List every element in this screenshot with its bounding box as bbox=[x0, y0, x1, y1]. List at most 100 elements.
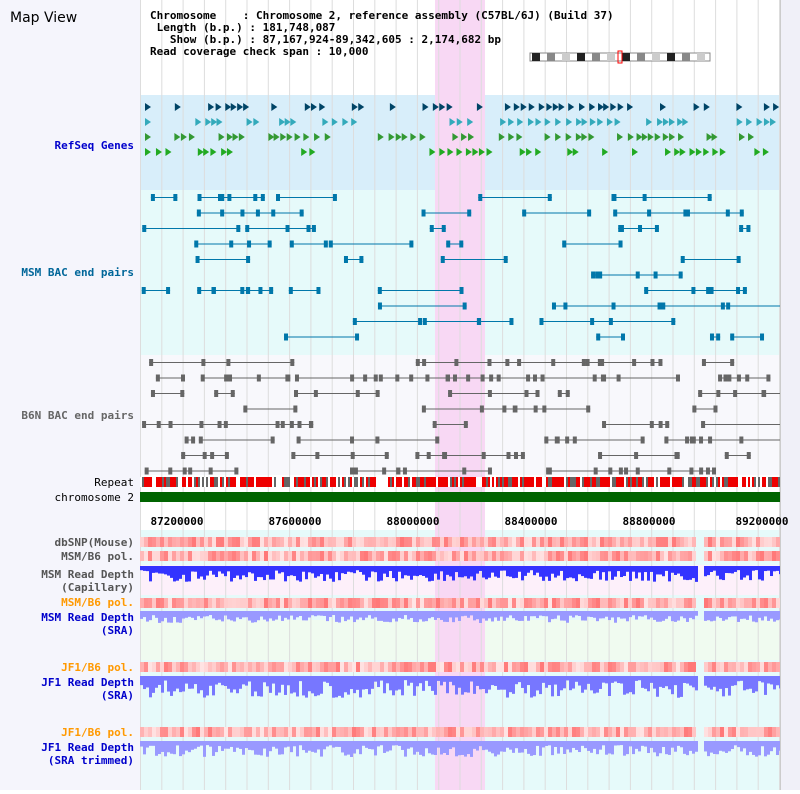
snp-density-cell bbox=[196, 662, 200, 672]
read-depth-bar bbox=[266, 741, 269, 757]
snp-density-cell bbox=[184, 598, 188, 608]
snp-density-cell bbox=[492, 551, 496, 561]
gene-mark bbox=[762, 148, 769, 156]
read-depth-bar bbox=[260, 611, 263, 617]
gene-mark bbox=[579, 103, 586, 111]
map-canvas[interactable] bbox=[140, 0, 800, 790]
read-depth-bar bbox=[341, 566, 344, 574]
snp-density-cell bbox=[548, 598, 552, 608]
snp-density-cell bbox=[208, 598, 212, 608]
snp-density-cell bbox=[404, 551, 408, 561]
bac-pair-line bbox=[352, 321, 423, 322]
read-depth-bar bbox=[485, 611, 488, 621]
gene-mark bbox=[627, 133, 634, 141]
read-depth-bar bbox=[407, 741, 410, 749]
bac-pair-line bbox=[201, 362, 295, 363]
snp-density-cell bbox=[216, 598, 220, 608]
snp-density-cell bbox=[276, 662, 280, 672]
read-depth-bar bbox=[566, 676, 569, 681]
read-depth-bar bbox=[662, 566, 665, 577]
read-depth-bar bbox=[233, 676, 236, 690]
snp-density-cell bbox=[728, 727, 732, 737]
snp-density-cell bbox=[416, 551, 420, 561]
read-depth-bar bbox=[146, 741, 149, 748]
snp-density-cell bbox=[560, 662, 564, 672]
snp-density-cell bbox=[508, 662, 512, 672]
read-depth-bar bbox=[203, 566, 206, 580]
read-depth-bar bbox=[635, 676, 638, 681]
read-depth-bar bbox=[458, 741, 461, 756]
snp-density-cell bbox=[484, 598, 488, 608]
read-depth-bar bbox=[413, 566, 416, 576]
snp-density-cell bbox=[612, 551, 616, 561]
read-depth-bar bbox=[257, 611, 260, 621]
read-depth-bar bbox=[764, 741, 767, 757]
scrollbar[interactable] bbox=[780, 0, 800, 790]
read-depth-bar bbox=[185, 611, 188, 618]
read-depth-bar bbox=[296, 566, 299, 581]
read-depth-bar bbox=[461, 676, 464, 695]
read-depth-bar bbox=[614, 611, 617, 623]
snp-density-cell bbox=[540, 551, 544, 561]
grid-line bbox=[608, 0, 610, 790]
gene-mark bbox=[215, 103, 222, 111]
read-depth-bar bbox=[227, 611, 230, 620]
snp-density-cell bbox=[256, 727, 260, 737]
read-depth-bar bbox=[599, 611, 602, 619]
bac-pair-line bbox=[141, 290, 171, 291]
snp-density-cell bbox=[400, 537, 404, 547]
snp-density-cell bbox=[628, 551, 632, 561]
read-depth-bar bbox=[572, 566, 575, 579]
gene-mark bbox=[432, 103, 439, 111]
read-depth-bar bbox=[269, 741, 272, 752]
gene-mark bbox=[301, 148, 308, 156]
snp-density-cell bbox=[652, 662, 656, 672]
snp-density-cell bbox=[452, 537, 456, 547]
snp-density-cell bbox=[760, 537, 764, 547]
read-depth-bar bbox=[725, 741, 728, 753]
snp-density-cell bbox=[592, 598, 596, 608]
bac-pair-line bbox=[245, 228, 316, 229]
read-depth-bar bbox=[590, 566, 593, 579]
read-depth-bar bbox=[704, 566, 707, 577]
snp-density-cell bbox=[244, 537, 248, 547]
snp-density-cell bbox=[508, 598, 512, 608]
snp-density-cell bbox=[740, 537, 744, 547]
read-depth-bar bbox=[389, 611, 392, 623]
bac-pair-line bbox=[377, 290, 464, 291]
read-depth-bar bbox=[431, 611, 434, 618]
snp-density-cell bbox=[216, 727, 220, 737]
read-depth-bar bbox=[287, 566, 290, 577]
gene-mark bbox=[456, 148, 463, 156]
track-label-msm-bac[interactable]: MSM BAC end pairs bbox=[21, 266, 134, 279]
read-depth-bar bbox=[332, 741, 335, 748]
read-depth-bar bbox=[152, 676, 155, 693]
read-depth-bar bbox=[371, 611, 374, 619]
snp-density-cell bbox=[760, 598, 764, 608]
snp-density-cell bbox=[580, 727, 584, 737]
snp-density-cell bbox=[348, 727, 352, 737]
track-label-b6n-bac[interactable]: B6N BAC end pairs bbox=[21, 409, 134, 422]
snp-density-cell bbox=[636, 551, 640, 561]
gene-mark bbox=[226, 148, 233, 156]
read-depth-bar bbox=[356, 566, 359, 571]
snp-density-cell bbox=[188, 727, 192, 737]
read-depth-bar bbox=[383, 611, 386, 622]
read-depth-bar bbox=[362, 611, 365, 621]
read-depth-bar bbox=[671, 741, 674, 748]
read-depth-bar bbox=[512, 566, 515, 579]
read-depth-bar bbox=[620, 676, 623, 684]
snp-density-cell bbox=[556, 537, 560, 547]
read-depth-bar bbox=[713, 741, 716, 754]
gene-mark bbox=[410, 133, 417, 141]
snp-density-cell bbox=[596, 727, 600, 737]
snp-density-cell bbox=[452, 662, 456, 672]
snp-density-cell bbox=[528, 727, 532, 737]
gene-mark bbox=[310, 103, 317, 111]
snp-density-cell bbox=[292, 537, 296, 547]
snp-density-cell bbox=[300, 537, 304, 547]
read-depth-bar bbox=[278, 676, 281, 693]
snp-density-cell bbox=[424, 551, 428, 561]
read-depth-bar bbox=[572, 611, 575, 618]
track-label-refseq[interactable]: RefSeq Genes bbox=[54, 139, 134, 152]
